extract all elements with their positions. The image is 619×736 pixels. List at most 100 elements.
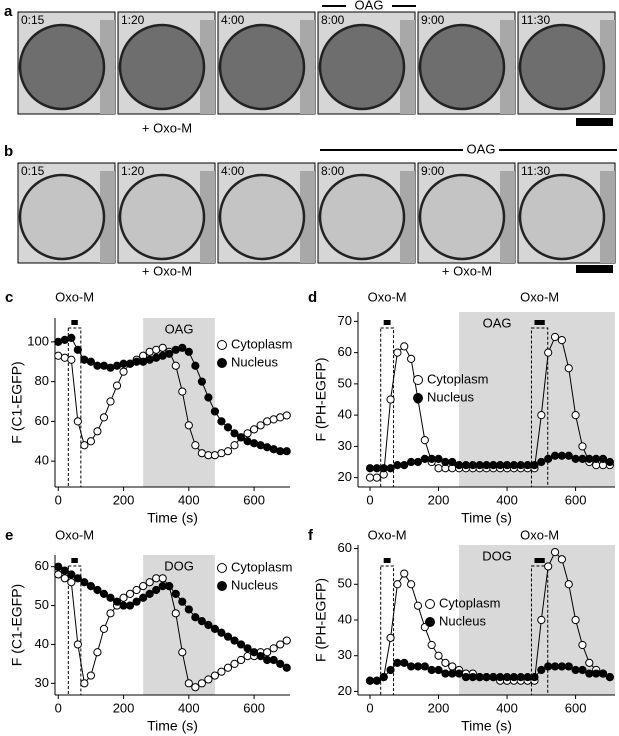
y-tick-label: 50 <box>338 375 352 390</box>
data-point <box>544 348 553 357</box>
data-point <box>282 636 291 645</box>
y-tick-label: 30 <box>35 675 49 690</box>
data-point <box>564 451 573 460</box>
data-point <box>86 582 96 591</box>
time-label: 8:00 <box>321 13 345 27</box>
y-tick-label: 100 <box>27 333 49 348</box>
data-point <box>605 673 614 682</box>
x-axis-title: Time (s) <box>461 718 512 734</box>
cell <box>518 173 606 261</box>
data-point <box>372 676 381 685</box>
data-point <box>393 580 402 589</box>
time-label: 1:20 <box>121 164 145 178</box>
legend-marker <box>413 375 423 385</box>
data-point <box>223 423 233 432</box>
data-point <box>400 569 409 578</box>
time-label: 9:00 <box>421 13 445 27</box>
neighbor-cell <box>500 20 515 114</box>
y-tick-label: 40 <box>35 453 49 468</box>
data-point <box>145 578 154 587</box>
data-point <box>139 593 148 602</box>
data-point <box>184 347 193 356</box>
data-point <box>217 628 226 637</box>
cell <box>418 23 506 111</box>
data-point <box>236 433 246 442</box>
data-point <box>269 644 278 653</box>
y-axis-title: F (PH-EGFP) <box>313 578 329 662</box>
data-point <box>571 665 580 675</box>
data-point <box>592 454 601 463</box>
data-point <box>80 441 89 450</box>
stimulus-bar <box>71 320 78 325</box>
time-label: 1:20 <box>121 13 145 27</box>
data-point <box>379 673 388 682</box>
stimulus-label: Oxo-M <box>368 289 407 304</box>
data-point <box>165 582 174 591</box>
y-tick-label: 60 <box>338 540 352 555</box>
data-point <box>496 673 505 682</box>
y-tick-label: 70 <box>338 313 352 328</box>
scale-bar <box>576 265 613 273</box>
y-tick-label: 60 <box>35 413 49 428</box>
panel-letter: c <box>5 289 13 306</box>
data-point <box>73 574 82 583</box>
cell <box>318 23 406 111</box>
panel-letter: d <box>308 289 317 306</box>
data-point <box>434 651 443 660</box>
data-point <box>585 658 594 667</box>
data-point <box>106 397 115 406</box>
data-point <box>99 413 109 422</box>
data-point <box>86 357 96 366</box>
data-point <box>106 609 115 618</box>
cell <box>118 23 206 111</box>
data-point <box>145 589 154 598</box>
cell <box>218 173 306 261</box>
data-point <box>516 673 525 682</box>
data-point <box>468 673 477 682</box>
stimulus-label: + Oxo-M <box>142 263 192 278</box>
x-tick-label: 200 <box>113 492 135 507</box>
data-point <box>386 395 395 404</box>
data-point <box>54 570 63 579</box>
data-point <box>502 461 512 470</box>
data-point <box>441 457 450 467</box>
data-point <box>372 473 381 482</box>
data-point <box>99 624 109 633</box>
cell <box>18 23 106 111</box>
stimulus-label: Oxo-M <box>55 527 94 542</box>
data-point <box>571 411 580 420</box>
data-point <box>132 597 141 606</box>
x-tick-label: 0 <box>366 492 373 507</box>
data-point <box>489 461 498 470</box>
cell <box>218 23 306 111</box>
data-point <box>119 367 128 376</box>
data-point <box>523 673 532 682</box>
data-point <box>454 669 464 678</box>
data-point <box>482 673 491 682</box>
y-tick-label: 20 <box>338 683 352 698</box>
data-point <box>132 585 141 595</box>
data-point <box>210 407 220 416</box>
data-point <box>112 597 122 606</box>
data-point <box>223 663 233 672</box>
data-point <box>365 676 375 685</box>
neighbor-cell <box>300 20 315 114</box>
data-point <box>236 640 246 649</box>
data-point <box>67 355 76 364</box>
data-point <box>230 636 239 645</box>
data-point <box>585 454 594 463</box>
data-point <box>393 658 402 667</box>
data-point <box>197 617 206 626</box>
legend-marker <box>425 599 435 609</box>
data-point <box>420 454 429 463</box>
legend-marker <box>217 581 227 591</box>
data-point <box>434 665 443 675</box>
data-point <box>400 342 409 351</box>
data-point <box>598 454 608 463</box>
x-tick-label: 600 <box>565 700 587 715</box>
data-point <box>263 648 272 657</box>
data-point <box>217 417 226 426</box>
data-point <box>578 665 587 675</box>
x-tick-label: 0 <box>55 700 62 715</box>
scale-bar <box>576 118 613 126</box>
